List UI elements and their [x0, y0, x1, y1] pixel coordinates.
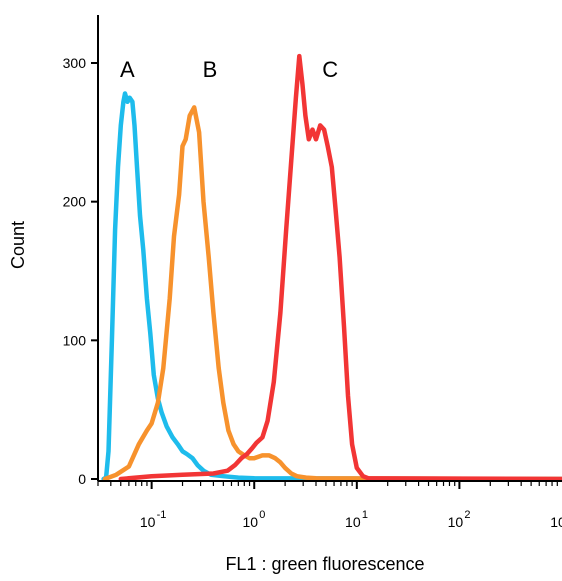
y-tick-label: 0	[78, 471, 86, 487]
x-tick-label: 10	[448, 514, 464, 530]
series-line-b	[102, 105, 562, 482]
series-line-c	[118, 53, 562, 482]
y-tick-label: 200	[63, 194, 87, 210]
x-tick-label: 10	[140, 514, 156, 530]
series-layer	[101, 53, 562, 482]
peak-label-b: B	[203, 57, 218, 82]
x-tick-label: 10	[550, 514, 562, 530]
x-tick-exponent: 1	[362, 509, 368, 521]
x-axis-title: FL1 : green fluorescence	[225, 554, 424, 574]
x-tick-exponent: 0	[259, 509, 265, 521]
peak-label-c: C	[322, 57, 338, 82]
x-tick-exponent: -1	[157, 509, 167, 521]
series-line-a	[101, 91, 562, 482]
y-tick-label: 300	[63, 55, 87, 71]
y-axis-title: Count	[8, 221, 28, 269]
x-tick-label: 10	[242, 514, 258, 530]
x-tick-label: 10	[345, 514, 361, 530]
x-tick-exponent: 2	[464, 509, 470, 521]
peak-label-a: A	[120, 57, 135, 82]
peak-label-layer: A B C	[120, 57, 338, 82]
y-tick-label: 100	[63, 332, 87, 348]
